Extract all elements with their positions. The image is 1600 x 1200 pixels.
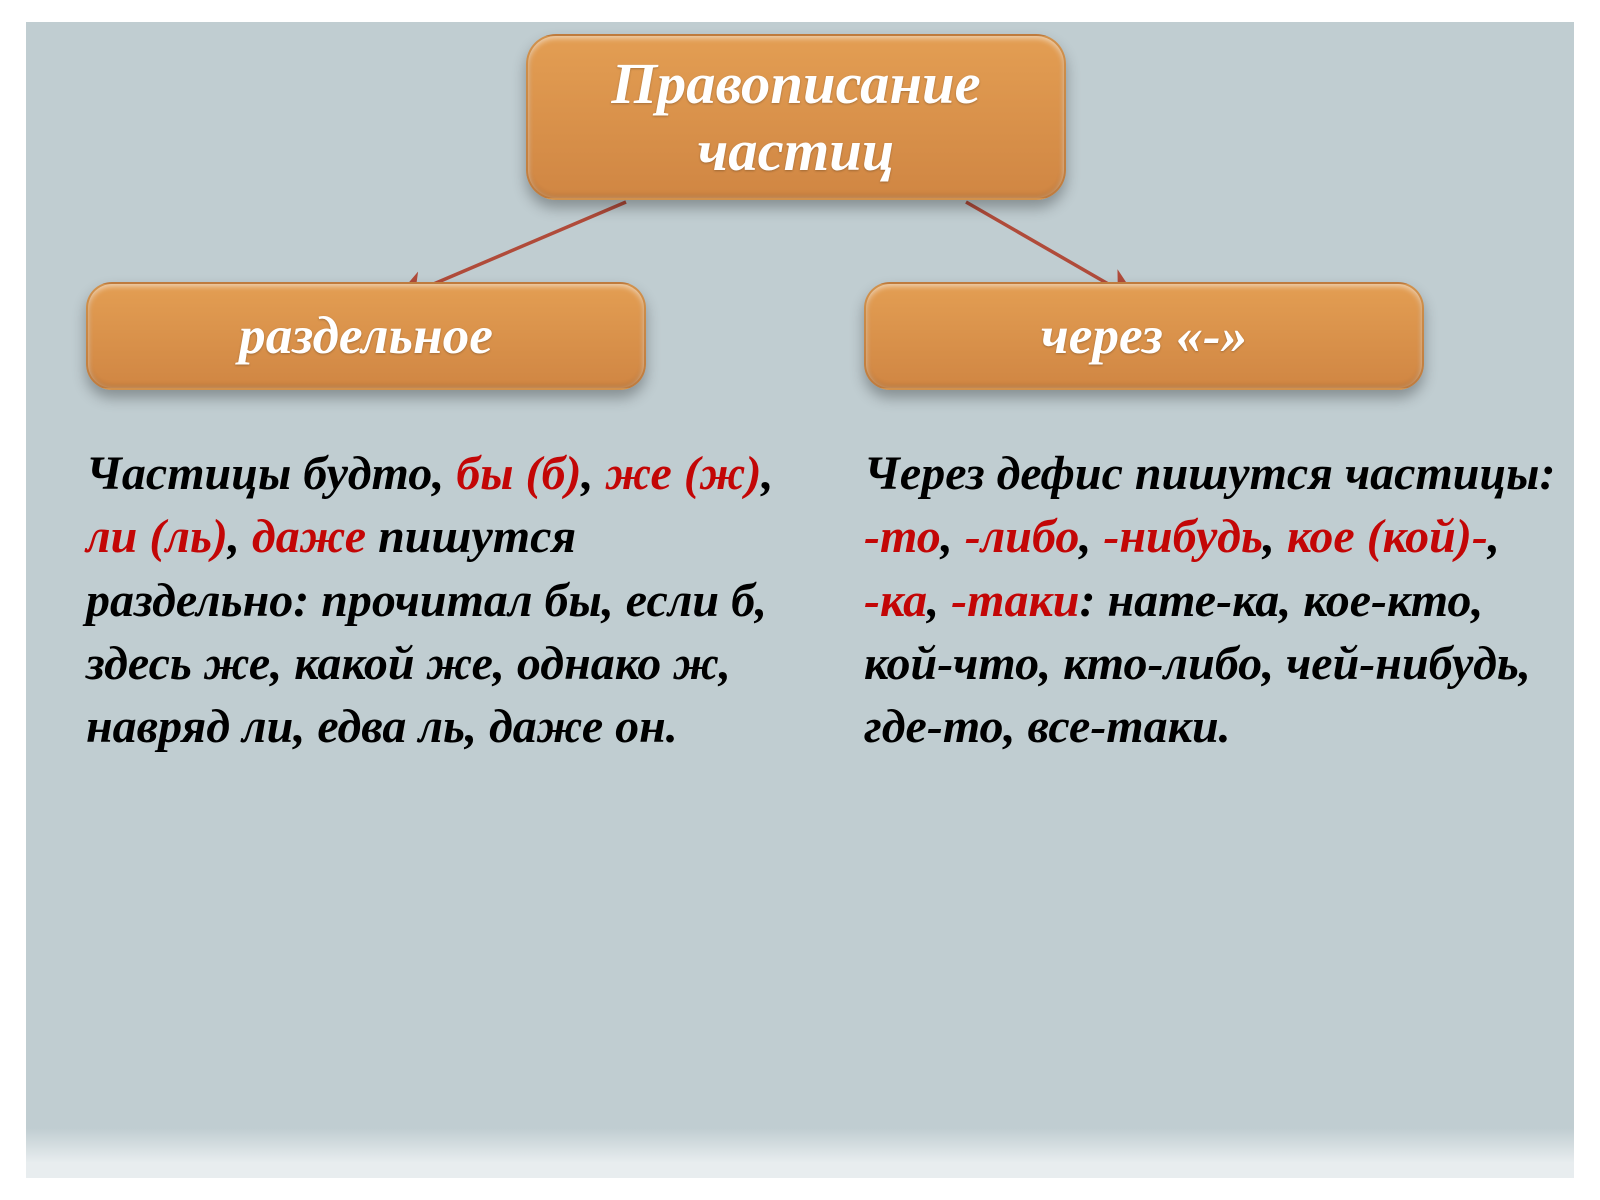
title-box: Правописание частиц: [526, 34, 1066, 200]
right-column: Через дефис пишутся частицы: -то, -либо,…: [864, 442, 1564, 759]
left-heading-text: раздельное: [239, 305, 493, 366]
left-paragraph: Частицы будто, бы (б), же (ж), ли (ль), …: [86, 442, 786, 759]
right-paragraph: Через дефис пишутся частицы: -то, -либо,…: [864, 442, 1564, 759]
diagram-stage: Правописание частиц раздельное через «-»…: [26, 22, 1574, 1178]
left-heading-box: раздельное: [86, 282, 646, 390]
title-text: Правописание частиц: [556, 50, 1036, 185]
right-heading-box: через «-»: [864, 282, 1424, 390]
left-column: Частицы будто, бы (б), же (ж), ли (ль), …: [86, 442, 786, 759]
right-heading-text: через «-»: [1041, 305, 1248, 366]
